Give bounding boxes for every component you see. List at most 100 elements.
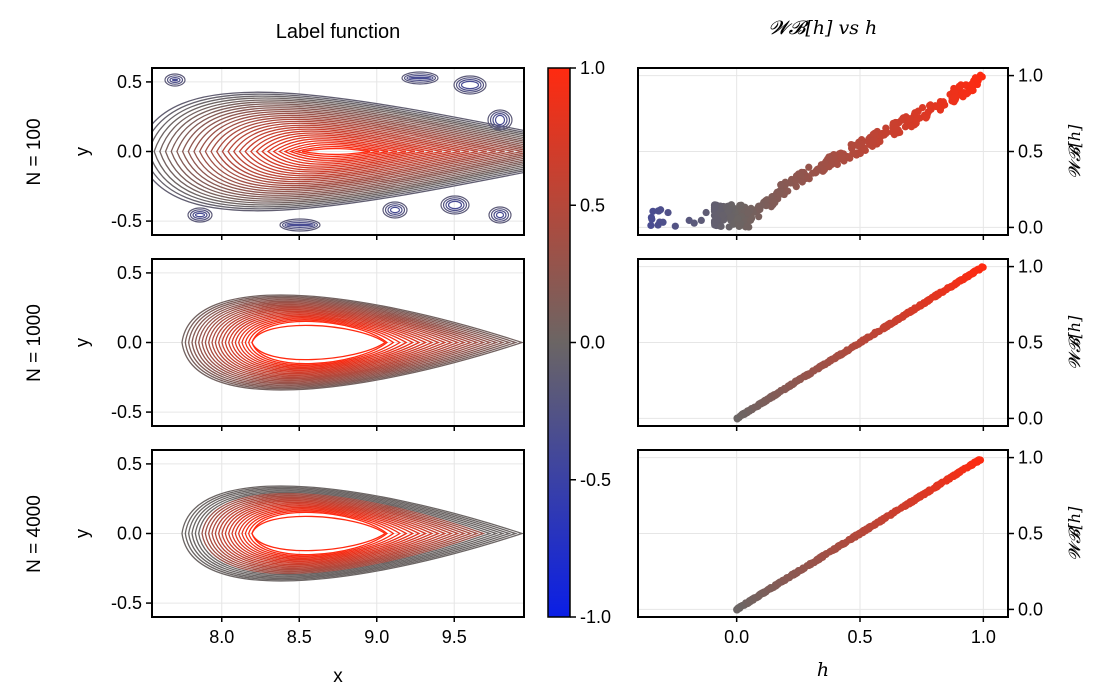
contour-level bbox=[188, 487, 512, 580]
colorbar: 1.0 0.5 0.0 -0.5 -1.0 bbox=[547, 58, 611, 627]
contour-lines-0 bbox=[152, 71, 524, 232]
scatter-point bbox=[697, 216, 705, 225]
contour-level bbox=[231, 313, 428, 372]
row-label-n4000: N = 4000 bbox=[24, 495, 45, 573]
scatter-ytick-label: 0.0 bbox=[1018, 217, 1043, 237]
contour-ytick-label: 0.5 bbox=[117, 263, 142, 283]
scatter-point bbox=[968, 80, 976, 88]
contour-level bbox=[266, 136, 425, 167]
scatter-point bbox=[906, 115, 914, 123]
contour-level bbox=[193, 111, 524, 192]
scatter-point bbox=[717, 222, 725, 230]
contour-level bbox=[228, 503, 434, 564]
scatter-point bbox=[807, 370, 815, 378]
contour-panel-1: 0.5 0.0 -0.5 y bbox=[72, 258, 525, 431]
scatter-point bbox=[830, 545, 838, 553]
scatter-point bbox=[777, 181, 785, 189]
scatter-point bbox=[719, 211, 727, 219]
scatter-point bbox=[848, 343, 856, 351]
contour-blob bbox=[493, 210, 507, 221]
scatter-point bbox=[855, 529, 863, 537]
contour-level bbox=[211, 496, 466, 571]
contour-blob bbox=[460, 80, 480, 90]
scatter-point bbox=[917, 302, 925, 310]
contour-blob bbox=[403, 73, 437, 83]
contour-blob bbox=[171, 78, 179, 82]
scatter-point bbox=[912, 116, 921, 124]
scatter-point bbox=[792, 177, 800, 185]
contour-level bbox=[250, 130, 451, 173]
contour-level bbox=[184, 486, 518, 581]
scatter-ytick-label: 1.0 bbox=[1018, 257, 1043, 277]
scatter-point bbox=[890, 131, 898, 139]
contour-level bbox=[181, 294, 524, 391]
scatter-point bbox=[764, 395, 772, 403]
contour-level bbox=[244, 318, 402, 367]
contour-panel-0: 0.5 0.0 -0.5 y bbox=[72, 67, 525, 240]
scatter-point bbox=[956, 468, 964, 476]
scatter-point bbox=[969, 270, 977, 278]
contour-blob bbox=[169, 76, 181, 83]
scatter-point bbox=[871, 129, 879, 137]
scatter-ylabel: 𝓦𝓑[h] bbox=[1065, 315, 1084, 369]
scatter-point bbox=[910, 110, 919, 119]
scatter-point bbox=[926, 101, 935, 109]
scatter-point bbox=[831, 354, 839, 362]
scatter-point bbox=[702, 208, 710, 217]
contour-ytick-label: 0.5 bbox=[117, 454, 142, 474]
scatter-ytick-label: 0.0 bbox=[1018, 408, 1043, 428]
scatter-point bbox=[735, 221, 743, 229]
contour-level bbox=[261, 134, 433, 169]
scatter-points-1 bbox=[733, 263, 987, 423]
contour-ytick-label: 0.5 bbox=[117, 72, 142, 92]
scatter-point bbox=[854, 142, 862, 150]
contour-ytick-label: -0.5 bbox=[111, 402, 142, 422]
colorbar-tick-label: -0.5 bbox=[580, 470, 611, 490]
colorbar-gradient bbox=[547, 67, 571, 618]
contour-level bbox=[198, 300, 492, 385]
contour-blob bbox=[401, 71, 439, 85]
contour-ytick-label: -0.5 bbox=[111, 593, 142, 613]
contour-level bbox=[176, 105, 524, 198]
scatter-point bbox=[767, 584, 775, 592]
scatter-point bbox=[812, 167, 820, 175]
scatter-point bbox=[744, 209, 752, 217]
scatter-point bbox=[736, 201, 744, 210]
scatter-point bbox=[932, 102, 940, 111]
scatter-point bbox=[882, 129, 890, 138]
contour-level bbox=[221, 500, 447, 567]
scatter-point bbox=[924, 297, 932, 305]
contour-level bbox=[201, 492, 486, 575]
contour-blob bbox=[442, 197, 468, 213]
scatter-point bbox=[918, 103, 927, 112]
contour-level bbox=[191, 489, 505, 578]
scatter-point bbox=[771, 198, 779, 207]
row-label-n1000: N = 1000 bbox=[24, 304, 45, 382]
scatter-point bbox=[936, 97, 944, 106]
scatter-point bbox=[886, 319, 894, 327]
contour-level bbox=[301, 147, 371, 156]
contour-level bbox=[234, 314, 421, 371]
scatter-ylabel: 𝓦𝓑[h] bbox=[1065, 506, 1084, 560]
scatter-point bbox=[647, 221, 655, 230]
scatter-point bbox=[825, 153, 833, 161]
scatter-point bbox=[963, 463, 971, 472]
contour-blob bbox=[286, 223, 314, 227]
contour-level bbox=[278, 140, 407, 163]
contour-blob bbox=[492, 112, 508, 127]
scatter-point bbox=[876, 518, 884, 526]
scatter-point bbox=[907, 499, 915, 507]
contour-level bbox=[188, 296, 512, 389]
contour-level bbox=[234, 505, 421, 562]
contour-level bbox=[227, 122, 487, 181]
scatter-point bbox=[743, 222, 752, 231]
contour-level bbox=[244, 128, 460, 175]
contour-level bbox=[208, 304, 473, 381]
contour-blob bbox=[489, 111, 511, 129]
contour-blob bbox=[487, 109, 513, 131]
contour-level bbox=[247, 510, 395, 557]
contour-level bbox=[170, 103, 524, 200]
scatter-ytick-label: 1.0 bbox=[1018, 448, 1043, 468]
contour-blob bbox=[279, 218, 321, 232]
scatter-point bbox=[664, 208, 672, 217]
